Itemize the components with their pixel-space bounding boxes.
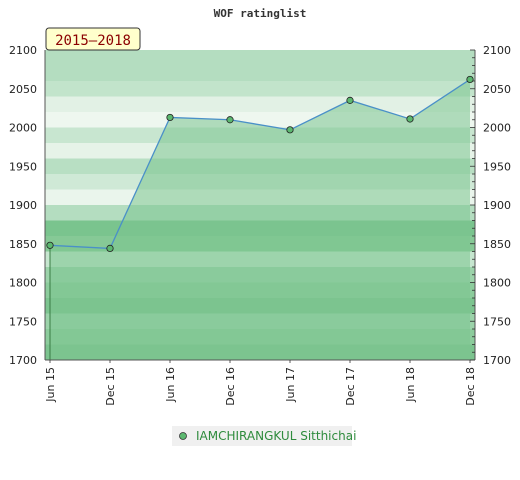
y-tick-label-left: 2100 bbox=[9, 44, 37, 57]
y-tick-label-right: 1800 bbox=[483, 277, 511, 290]
period-badge: 2015–2018 bbox=[45, 27, 141, 51]
background-band bbox=[45, 50, 475, 66]
y-tick-label-right: 1750 bbox=[483, 315, 511, 328]
x-tick-label: Jun 17 bbox=[284, 367, 297, 403]
legend-box bbox=[172, 426, 352, 446]
legend-label: IAMCHIRANGKUL Sitthichai bbox=[196, 429, 356, 443]
data-point[interactable] bbox=[226, 116, 234, 124]
y-tick-label-left: 1750 bbox=[9, 315, 37, 328]
y-tick-label-left: 1900 bbox=[9, 199, 37, 212]
x-tick-label: Dec 15 bbox=[104, 367, 117, 406]
series-line bbox=[49, 78, 471, 250]
y-tick-label-right: 2000 bbox=[483, 122, 511, 135]
marker-layer bbox=[46, 75, 474, 252]
area-layer bbox=[49, 78, 471, 360]
data-point[interactable] bbox=[46, 241, 54, 249]
background-band bbox=[45, 96, 475, 112]
period-badge-box bbox=[45, 27, 141, 51]
background-band bbox=[45, 81, 475, 97]
background-band bbox=[45, 65, 475, 81]
chart-title: WOF ratinglist bbox=[214, 7, 307, 20]
y-tick-label-left: 1700 bbox=[9, 354, 37, 367]
data-point[interactable] bbox=[466, 75, 474, 84]
x-tick-label: Dec 16 bbox=[224, 367, 237, 406]
x-tick-label: Jun 16 bbox=[164, 367, 177, 403]
y-tick-label-left: 2000 bbox=[9, 122, 37, 135]
y-tick-label-right: 1850 bbox=[483, 238, 511, 251]
y-tick-label-right: 1950 bbox=[483, 160, 511, 173]
axis-layer: 1700 1700 1750 1750 1800 1800 1850 1850 1900 1900… bbox=[9, 44, 511, 406]
legend[interactable]: IAMCHIRANGKUL Sitthichai bbox=[172, 426, 356, 446]
y-tick-label-right: 2050 bbox=[483, 83, 511, 96]
x-tick-label: Dec 18 bbox=[464, 367, 477, 406]
series-area bbox=[50, 79, 470, 360]
data-point[interactable] bbox=[106, 244, 114, 252]
data-point[interactable] bbox=[166, 113, 174, 122]
x-tick-label: Jun 18 bbox=[404, 367, 417, 403]
y-tick-label-left: 1800 bbox=[9, 277, 37, 290]
y-tick-label-left: 1950 bbox=[9, 160, 37, 173]
x-tick-label: Jun 15 bbox=[44, 367, 57, 403]
data-point[interactable] bbox=[406, 115, 414, 123]
data-point[interactable] bbox=[286, 126, 294, 134]
legend-marker-icon bbox=[179, 432, 187, 440]
y-tick-label-right: 1900 bbox=[483, 199, 511, 212]
y-tick-label-left: 2050 bbox=[9, 83, 37, 96]
y-tick-label-right: 2100 bbox=[483, 44, 511, 57]
period-label: 2015–2018 bbox=[55, 33, 131, 49]
x-tick-label: Dec 17 bbox=[344, 367, 357, 406]
y-tick-label-right: 1700 bbox=[483, 354, 511, 367]
y-tick-label-left: 1850 bbox=[9, 238, 37, 251]
data-point[interactable] bbox=[346, 96, 354, 104]
